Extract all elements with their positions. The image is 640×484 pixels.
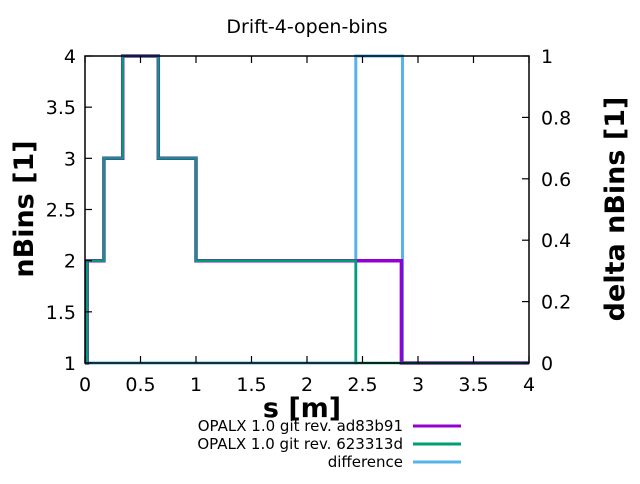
y2-tick-label: 0.2 — [541, 292, 571, 314]
x-tick-label: 4 — [523, 374, 535, 396]
chart-title: Drift-4-open-bins — [226, 16, 387, 38]
x-tick-label: 0 — [79, 374, 91, 396]
x-tick-label: 2.5 — [347, 374, 377, 396]
legend-label-difference: difference — [328, 453, 403, 471]
y-axis-label: nBins [1] — [9, 140, 40, 277]
y2-axis-label: delta nBins [1] — [600, 97, 631, 322]
series-line-1 — [85, 54, 529, 365]
legend-item: difference — [328, 453, 461, 471]
y2-tick-label: 1 — [541, 46, 553, 68]
legend-label-series1: OPALX 1.0 git rev. ad83b91 — [198, 417, 403, 435]
x-tick-label: 1.5 — [236, 374, 266, 396]
y2-tick-label: 0 — [541, 353, 553, 375]
legend-item: OPALX 1.0 git rev. ad83b91 — [198, 417, 461, 435]
x-tick-label: 2 — [301, 374, 313, 396]
y-tick-label: 1.5 — [46, 302, 76, 324]
x-axis-label: s [m] — [263, 393, 341, 424]
series-line-3 — [85, 54, 529, 365]
series-layer — [85, 54, 529, 365]
legend-label-series2: OPALX 1.0 git rev. 623313d — [197, 435, 403, 453]
axes-frame-layer: 0 0.5 1 1.5 2 2.5 3 3.5 411.522.533.5400.20.40.6… — [46, 46, 571, 396]
legend: OPALX 1.0 git rev. ad83b91 OPALX 1.0 git… — [197, 417, 461, 471]
x-tick-label: 3.5 — [458, 374, 488, 396]
plot-border — [84, 55, 530, 364]
y-tick-label: 3 — [64, 148, 76, 170]
y-tick-label: 2.5 — [46, 200, 76, 222]
x-tick-label: 0.5 — [125, 374, 155, 396]
y-tick-label: 1 — [64, 353, 76, 375]
y-tick-label: 4 — [64, 46, 76, 68]
y2-tick-label: 0.4 — [541, 230, 571, 252]
y2-tick-label: 0.8 — [541, 107, 571, 129]
legend-item: OPALX 1.0 git rev. 623313d — [197, 435, 461, 453]
y-tick-label: 2 — [64, 251, 76, 273]
x-tick-label: 1 — [190, 374, 202, 396]
x-tick-label: 3 — [412, 374, 424, 396]
y2-tick-label: 0.6 — [541, 169, 571, 191]
series-line-2 — [85, 54, 529, 365]
y-tick-label: 3.5 — [46, 97, 76, 119]
